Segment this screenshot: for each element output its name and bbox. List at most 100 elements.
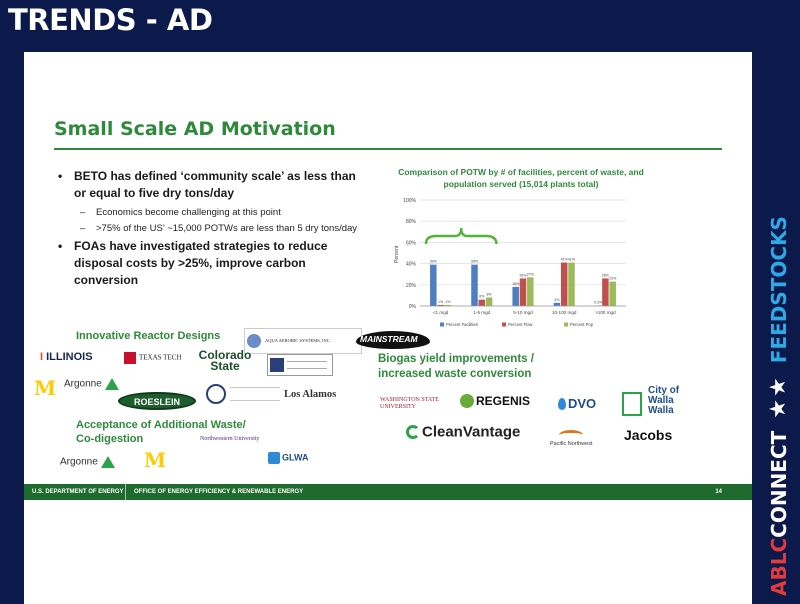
regenis-logo: REGENIS — [460, 394, 530, 408]
bar-data-label: 27% — [527, 272, 535, 276]
illinois-logo: I ILLINOIS — [40, 351, 93, 363]
bar — [519, 278, 527, 306]
section-reactor: Innovative Reactor Designs — [76, 330, 221, 342]
pnnl-logo: Pacific Northwest — [550, 430, 593, 448]
michigan-logo-2: M — [144, 448, 167, 472]
x-tick-label: <1 mgd — [433, 310, 449, 315]
title-divider — [54, 148, 722, 150]
colorado-state-logo: Colorado State — [198, 348, 252, 373]
y-tick-label: 100% — [403, 198, 416, 204]
y-tick-label: 60% — [406, 240, 417, 246]
legend-swatch — [502, 322, 506, 327]
legend-swatch — [564, 322, 568, 327]
bar — [609, 281, 616, 306]
northwestern-logo: Northwestern University — [200, 436, 260, 442]
glwa-logo: GLWA — [268, 452, 309, 464]
slide: Small Scale AD Motivation BETO has defin… — [24, 52, 752, 604]
roeslein-logo: ROESLEIN — [118, 392, 196, 410]
bar — [430, 264, 437, 306]
legend-swatch — [440, 322, 444, 327]
bar-data-label: 1% — [438, 300, 444, 304]
pnnl-mark-icon — [559, 430, 584, 440]
bar-data-label: 6% — [479, 295, 485, 299]
x-tick-label: 5-10 mgd — [513, 310, 533, 315]
sub-bullet-1: Economics become challenging at this poi… — [54, 206, 366, 219]
legend-label: Percent Pop — [570, 322, 594, 327]
bar-data-label: 39% — [430, 260, 438, 264]
slide-footer: U.S. DEPARTMENT OF ENERGY OFFICE OF ENER… — [24, 484, 752, 500]
brand-feedstocks: FEEDSTOCKS — [766, 216, 791, 364]
bar-data-label: 8% — [486, 293, 492, 297]
y-axis-label: Percent — [394, 245, 400, 263]
brand-ablc: ABLC — [766, 537, 791, 596]
district-seal-icon — [270, 358, 284, 372]
bar — [485, 297, 493, 306]
footer-office: OFFICE OF ENERGY EFFICIENCY & RENEWABLE … — [134, 489, 304, 495]
mwrd-logo — [206, 384, 281, 404]
bar — [560, 262, 568, 306]
bar-data-label: 39% — [471, 260, 479, 264]
bar-data-label: 26% — [602, 273, 610, 277]
double-t-icon — [124, 352, 136, 364]
bar-data-label: 1% — [445, 300, 451, 304]
bar — [478, 299, 486, 306]
potw-chart: 0% 20% 40% 60% 80% 100% Percent 39% 1% 1% <1 mgd 39… — [394, 198, 626, 327]
bar-data-label: 26% — [519, 273, 527, 277]
bullet-1: BETO has defined ‘community scale’ as le… — [54, 168, 366, 202]
footer-doe: U.S. DEPARTMENT OF ENERGY — [24, 484, 126, 500]
section-biogas: Biogas yield improvements / increased wa… — [378, 353, 534, 380]
bar-data-label: 23% — [609, 277, 617, 281]
bar — [553, 302, 561, 306]
legend-label: Percent Facilities — [446, 322, 478, 327]
mainstream-logo: MAINSTREAM — [356, 331, 430, 349]
bullet-2: FOAs have investigated strategies to red… — [54, 238, 366, 289]
argonne-triangle-icon — [100, 456, 115, 468]
bullet-list: BETO has defined ‘community scale’ as le… — [54, 168, 366, 293]
bar-data-label: 41% — [568, 258, 576, 262]
legend-label: Percent Flow — [508, 322, 533, 327]
argonne-triangle-icon — [104, 378, 119, 390]
dvo-logo: DVO — [558, 396, 596, 410]
argonne-logo-2: Argonne — [60, 456, 115, 468]
y-tick-label: 40% — [406, 262, 417, 268]
aqua-aerobic-logo: AQUA AEROBIC SYSTEMS, INC. — [244, 328, 362, 354]
illinois-i-icon: I — [40, 351, 47, 363]
x-tick-label: >100 mgd — [595, 310, 616, 315]
chart-title: Comparison of POTW by # of facilities, p… — [398, 167, 644, 189]
bar-data-label: 3% — [554, 298, 560, 302]
brand-vertical: ABLC CONNECT ★★ FEEDSTOCKS — [766, 156, 791, 596]
slide-title: Small Scale AD Motivation — [54, 118, 336, 140]
walla-walla-logo: City of Walla Walla — [622, 386, 702, 418]
bar — [568, 262, 575, 306]
los-alamos-logo: Los Alamos — [284, 389, 337, 400]
regenis-leaf-icon — [460, 394, 474, 408]
section-codigestion: Acceptance of Additional Waste/ Co-diges… — [76, 419, 246, 445]
header-title: TRENDS - AD — [8, 3, 213, 37]
bar-data-label: 41% — [561, 258, 569, 262]
y-tick-label: 80% — [406, 219, 417, 225]
mwrd-seal-icon — [206, 384, 226, 404]
texas-tech-logo: TEXAS TECH — [124, 352, 181, 364]
bar — [444, 304, 452, 306]
cleanvantage-swoosh-icon — [406, 425, 420, 440]
bar — [512, 286, 519, 306]
bar — [602, 278, 609, 306]
bar-data-label: 18% — [512, 282, 520, 286]
jacobs-logo: Jacobs — [624, 427, 673, 443]
cleanvantage-logo: CleanVantage — [406, 424, 520, 440]
bar-data-label: 0.3% — [594, 301, 603, 305]
drop-icon — [558, 397, 566, 410]
city-building-icon — [622, 392, 642, 416]
footer-page: 14 — [715, 489, 722, 495]
brand-connect: CONNECT — [766, 430, 791, 538]
x-tick-label: 10-100 mgd — [552, 310, 577, 315]
x-tick-label: 1-5 mgd — [473, 310, 490, 315]
globe-icon — [247, 334, 261, 348]
bar — [437, 304, 444, 306]
star-icon: ★★ — [766, 375, 791, 419]
wave-icon — [268, 452, 280, 464]
sanitation-district-logo — [267, 354, 333, 376]
wsu-logo: WASHINGTON STATE UNIVERSITY — [380, 397, 439, 410]
y-tick-label: 0% — [409, 304, 417, 310]
